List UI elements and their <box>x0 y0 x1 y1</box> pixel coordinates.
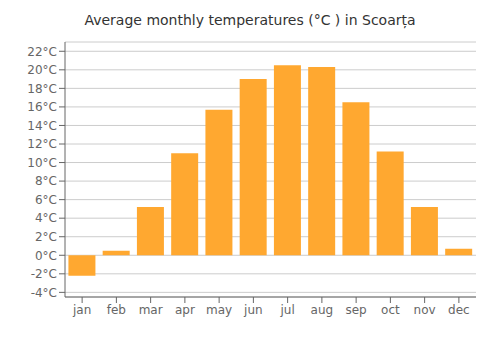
svg-text:14°C: 14°C <box>27 119 57 133</box>
svg-text:oct: oct <box>381 303 400 317</box>
svg-text:0°C: 0°C <box>35 249 57 263</box>
svg-text:2°C: 2°C <box>35 230 57 244</box>
svg-text:4°C: 4°C <box>35 211 57 225</box>
svg-text:6°C: 6°C <box>35 193 57 207</box>
svg-text:apr: apr <box>175 303 195 317</box>
svg-text:mar: mar <box>139 303 163 317</box>
svg-text:-2°C: -2°C <box>31 267 57 281</box>
svg-text:16°C: 16°C <box>27 100 57 114</box>
svg-text:feb: feb <box>107 303 126 317</box>
svg-text:jan: jan <box>72 303 91 317</box>
html-text:Average monthly temperatures (: Average monthly temperatures (°C ) in Sc… <box>84 12 416 28</box>
svg-text:may: may <box>206 303 232 317</box>
svg-text:jun: jun <box>243 303 263 317</box>
svg-text:-4°C: -4°C <box>31 286 57 300</box>
svg-text:20°C: 20°C <box>27 63 57 77</box>
svg-text:dec: dec <box>448 303 470 317</box>
svg-text:18°C: 18°C <box>27 82 57 96</box>
svg-text:jul: jul <box>279 303 294 317</box>
svg-text:22°C: 22°C <box>27 45 57 59</box>
svg-text:nov: nov <box>414 303 436 317</box>
svg-text:12°C: 12°C <box>27 137 57 151</box>
svg-text:10°C: 10°C <box>27 156 57 170</box>
svg-text:8°C: 8°C <box>35 174 57 188</box>
svg-text:aug: aug <box>311 303 334 317</box>
svg-text:sep: sep <box>345 303 366 317</box>
